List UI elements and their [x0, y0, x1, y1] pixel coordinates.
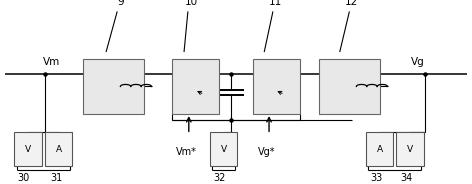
Text: 11: 11 [269, 0, 282, 7]
Text: 9: 9 [117, 0, 124, 7]
FancyBboxPatch shape [366, 132, 393, 166]
Text: A: A [377, 145, 382, 153]
FancyBboxPatch shape [172, 59, 219, 114]
Text: 33: 33 [370, 173, 382, 183]
Text: Vg: Vg [411, 57, 424, 67]
Text: V: V [221, 145, 227, 153]
Text: A: A [56, 145, 61, 153]
Text: 34: 34 [401, 173, 413, 183]
FancyBboxPatch shape [83, 59, 144, 114]
Text: Vg*: Vg* [258, 147, 276, 157]
Text: V: V [407, 145, 413, 153]
FancyBboxPatch shape [253, 59, 300, 114]
Text: 30: 30 [17, 173, 30, 183]
FancyBboxPatch shape [396, 132, 424, 166]
Text: V: V [25, 145, 31, 153]
Text: 12: 12 [345, 0, 358, 7]
FancyBboxPatch shape [319, 59, 380, 114]
Text: Vm: Vm [42, 57, 60, 67]
Text: 32: 32 [213, 173, 226, 183]
FancyBboxPatch shape [210, 132, 237, 166]
FancyBboxPatch shape [14, 132, 42, 166]
Text: Vm*: Vm* [176, 147, 197, 157]
Text: 31: 31 [51, 173, 63, 183]
Text: 10: 10 [185, 0, 198, 7]
FancyBboxPatch shape [45, 132, 72, 166]
